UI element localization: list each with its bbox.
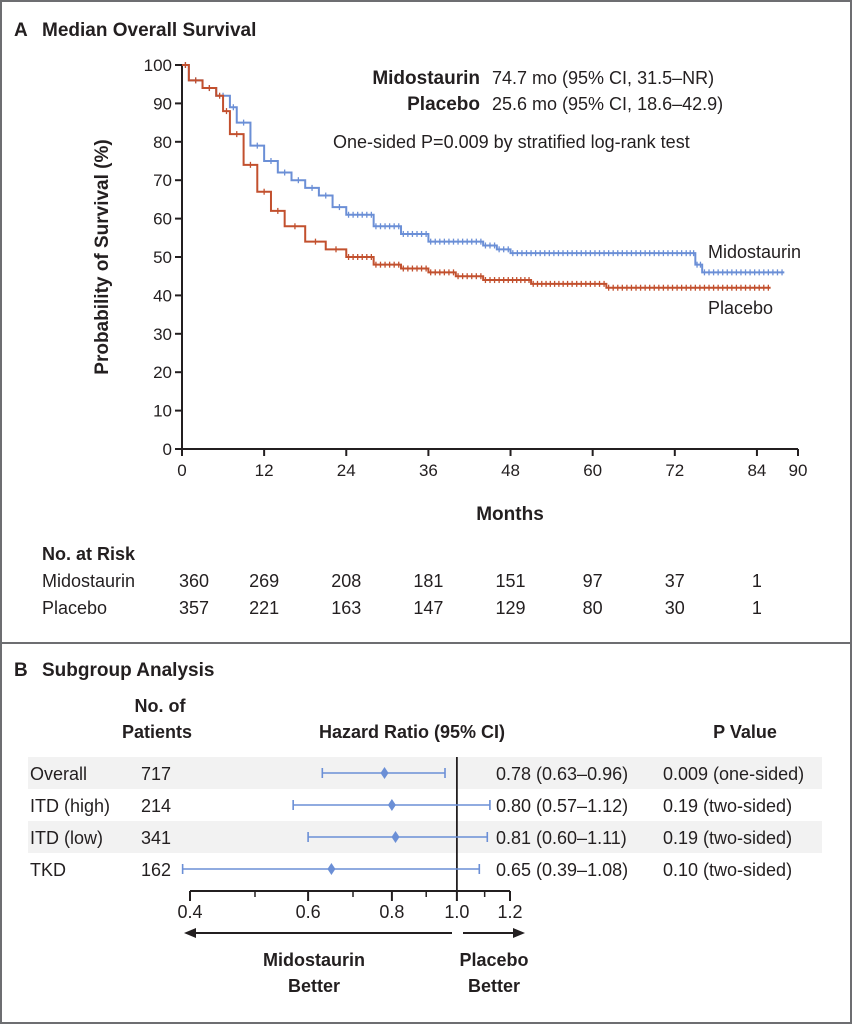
km-y-label: Probability of Survival (%)	[92, 139, 113, 374]
hr-point	[327, 863, 336, 875]
risk-value: 208	[331, 571, 361, 591]
col-header-hr: Hazard Ratio (95% CI)	[319, 722, 505, 742]
favors-left-2: Better	[288, 976, 340, 996]
p-text: 0.009 (one-sided)	[663, 764, 804, 784]
risk-value: 1	[752, 598, 762, 618]
hr-text: 0.78 (0.63–0.96)	[496, 764, 628, 784]
row-label: TKD	[30, 860, 66, 880]
hr-text: 0.81 (0.60–1.11)	[496, 828, 627, 848]
row-label: ITD (low)	[30, 828, 103, 848]
hr-text: 0.80 (0.57–1.12)	[496, 796, 628, 816]
x-tick-label: 90	[789, 461, 808, 480]
x-tick-label: 24	[337, 461, 356, 480]
km-x-label: Months	[476, 504, 544, 525]
series-label-placebo: Placebo	[708, 298, 773, 318]
risk-table-title: No. at Risk	[42, 544, 136, 564]
x-tick-label: 48	[501, 461, 520, 480]
p-text: 0.19 (two-sided)	[663, 796, 792, 816]
favors-right-arrow	[463, 928, 525, 938]
risk-value: 181	[413, 571, 443, 591]
median-value-placebo: 25.6 mo (95% CI, 18.6–42.9)	[492, 94, 723, 114]
row-label: ITD (high)	[30, 796, 110, 816]
y-tick-label: 20	[153, 363, 172, 382]
risk-value: 97	[583, 571, 603, 591]
favors-right-2: Better	[468, 976, 520, 996]
x-tick-label: 12	[255, 461, 274, 480]
risk-row-label-placebo: Placebo	[42, 598, 107, 618]
y-tick-label: 10	[153, 402, 172, 421]
y-tick-label: 60	[153, 210, 172, 229]
favors-left-arrow	[184, 928, 452, 938]
y-tick-label: 40	[153, 286, 172, 305]
y-tick-label: 30	[153, 325, 172, 344]
risk-value: 37	[665, 571, 685, 591]
panel-a-letter: A	[14, 20, 28, 41]
y-tick-label: 70	[153, 171, 172, 190]
col-header-n-1: No. of	[135, 696, 187, 716]
risk-value: 357	[179, 598, 209, 618]
y-tick-label: 100	[144, 56, 172, 75]
x-tick-label: 36	[419, 461, 438, 480]
risk-value: 360	[179, 571, 209, 591]
median-value-midostaurin: 74.7 mo (95% CI, 31.5–NR)	[492, 68, 714, 88]
risk-value: 163	[331, 598, 361, 618]
y-tick-label: 90	[153, 94, 172, 113]
risk-value: 129	[496, 598, 526, 618]
forest-tick-label: 1.0	[444, 902, 469, 922]
p-text: 0.19 (two-sided)	[663, 828, 792, 848]
row-n: 717	[141, 764, 171, 784]
forest-tick-label: 0.8	[379, 902, 404, 922]
risk-value: 151	[496, 571, 526, 591]
hr-point	[380, 767, 389, 779]
panel-a-title: Median Overall Survival	[42, 20, 256, 41]
risk-value: 269	[249, 571, 279, 591]
series-label-midostaurin: Midostaurin	[708, 242, 801, 262]
y-tick-label: 0	[163, 440, 172, 459]
forest-tick-label: 0.4	[177, 902, 202, 922]
hr-point	[387, 799, 396, 811]
forest-tick-label: 1.2	[497, 902, 522, 922]
row-n: 162	[141, 860, 171, 880]
p-text: 0.10 (two-sided)	[663, 860, 792, 880]
risk-value: 147	[413, 598, 443, 618]
hr-point	[391, 831, 400, 843]
median-label-placebo: Placebo	[407, 94, 480, 115]
col-header-p: P Value	[713, 722, 777, 742]
risk-value: 30	[665, 598, 685, 618]
x-tick-label: 72	[665, 461, 684, 480]
p-value-text: One-sided P=0.009 by stratified log-rank…	[333, 132, 690, 152]
y-tick-label: 80	[153, 133, 172, 152]
panel-b-title: Subgroup Analysis	[42, 660, 214, 681]
x-tick-label: 0	[177, 461, 186, 480]
x-tick-label: 60	[583, 461, 602, 480]
panel-b-letter: B	[14, 660, 28, 681]
col-header-n-2: Patients	[122, 722, 192, 742]
favors-right-1: Placebo	[459, 950, 528, 970]
risk-value: 221	[249, 598, 279, 618]
forest-tick-label: 0.6	[296, 902, 321, 922]
favors-left-1: Midostaurin	[263, 950, 365, 970]
row-n: 341	[141, 828, 171, 848]
y-tick-label: 50	[153, 248, 172, 267]
risk-value: 80	[583, 598, 603, 618]
row-n: 214	[141, 796, 171, 816]
km-curve-midostaurin	[182, 64, 785, 274]
hr-text: 0.65 (0.39–1.08)	[496, 860, 628, 880]
row-label: Overall	[30, 764, 87, 784]
x-tick-label: 84	[747, 461, 766, 480]
median-label-midostaurin: Midostaurin	[372, 68, 480, 89]
risk-row-label-midostaurin: Midostaurin	[42, 571, 135, 591]
km-curve-placebo	[182, 64, 771, 289]
risk-value: 1	[752, 571, 762, 591]
